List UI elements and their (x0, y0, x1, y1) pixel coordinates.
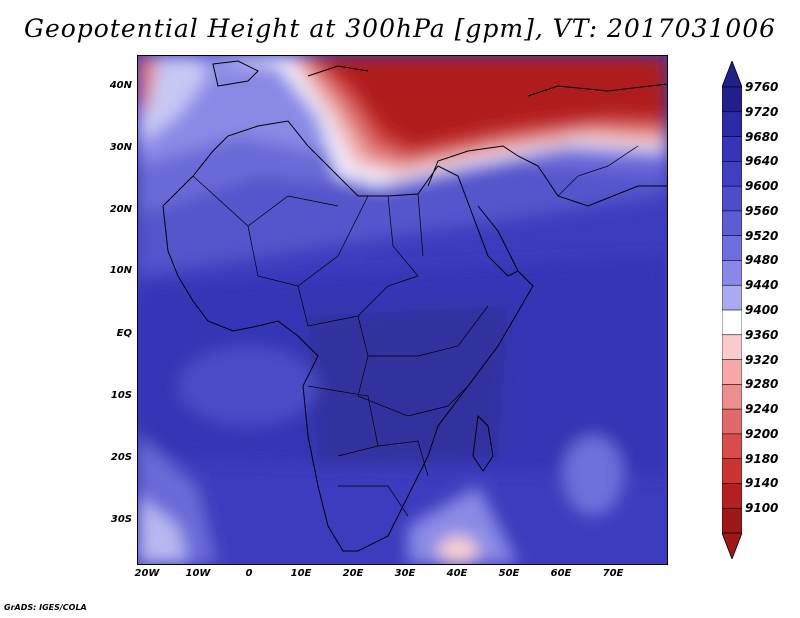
coastlines (162, 60, 667, 552)
credit-text: GrADS: IGES/COLA (4, 603, 87, 612)
lon-label: 10E (290, 568, 312, 579)
colorbar-bottom-arrow (722, 532, 742, 559)
map-panel (137, 55, 668, 565)
colorbar-swatch (722, 235, 742, 262)
lon-label: 70E (602, 568, 624, 579)
colorbar-level-label: 9600 (745, 179, 779, 194)
colorbar-level-label: 9320 (745, 352, 779, 367)
colorbar-level-label: 9360 (745, 327, 779, 342)
lat-label: 30S (110, 514, 132, 525)
lon-label: 10W (185, 568, 211, 579)
colorbar-swatch (722, 86, 742, 113)
colorbar-level-label: 9480 (745, 253, 779, 268)
colorbar-swatch (722, 334, 742, 361)
lon-label: 40E (446, 568, 468, 579)
lat-label: 20N (109, 204, 132, 215)
colorbar-swatch (722, 408, 742, 435)
colorbar (722, 61, 742, 559)
colorbar-top-arrow (722, 61, 742, 88)
colorbar-swatch (722, 260, 742, 287)
colorbar-level-label: 9440 (745, 278, 779, 293)
colorbar-level-label: 9680 (745, 129, 779, 144)
lon-label: 20W (134, 568, 160, 579)
colorbar-level-label: 9640 (745, 154, 779, 169)
lat-label: 10S (110, 390, 132, 401)
colorbar-level-label: 9140 (745, 476, 779, 491)
colorbar-swatch (722, 359, 742, 386)
lon-label: 20E (342, 568, 364, 579)
lat-label: EQ (116, 328, 132, 339)
lat-label: 30N (109, 142, 132, 153)
country-borders (192, 145, 639, 517)
colorbar-level-label: 9240 (745, 402, 779, 417)
chart-title: Geopotential Height at 300hPa [gpm], VT:… (23, 14, 777, 43)
lat-label: 40N (109, 80, 132, 91)
colorbar-swatch (722, 384, 742, 410)
colorbar-level-label: 9760 (745, 80, 779, 94)
colorbar-swatch (722, 161, 742, 187)
colorbar-level-label: 9280 (745, 377, 779, 392)
colorbar-level-label: 9100 (745, 501, 779, 516)
lon-label: 60E (550, 568, 572, 579)
lat-label: 10N (109, 265, 132, 276)
colorbar-level-label: 9520 (745, 228, 779, 243)
lon-label: 50E (498, 568, 520, 579)
colorbar-swatch (722, 210, 742, 237)
colorbar-swatch (722, 458, 742, 485)
colorbar-level-label: 9200 (745, 426, 779, 441)
lat-label: 20S (110, 452, 132, 463)
colorbar-swatch (722, 284, 742, 311)
colorbar-swatch (722, 433, 742, 460)
map-canvas (138, 56, 667, 564)
colorbar-level-label: 9400 (745, 303, 779, 317)
lon-label: 30E (394, 568, 416, 579)
colorbar-swatch (722, 185, 742, 212)
colorbar-swatch (722, 309, 742, 336)
colorbar-level-label: 9180 (745, 451, 779, 466)
colorbar-swatch (722, 483, 742, 510)
colorbar-swatch (722, 111, 742, 138)
colorbar-level-label: 9720 (745, 104, 779, 119)
colorbar-swatch (722, 507, 742, 534)
lon-label: 0 (245, 568, 253, 579)
height-field-shading (138, 56, 667, 564)
colorbar-swatch (722, 136, 742, 163)
colorbar-level-label: 9560 (745, 203, 779, 218)
